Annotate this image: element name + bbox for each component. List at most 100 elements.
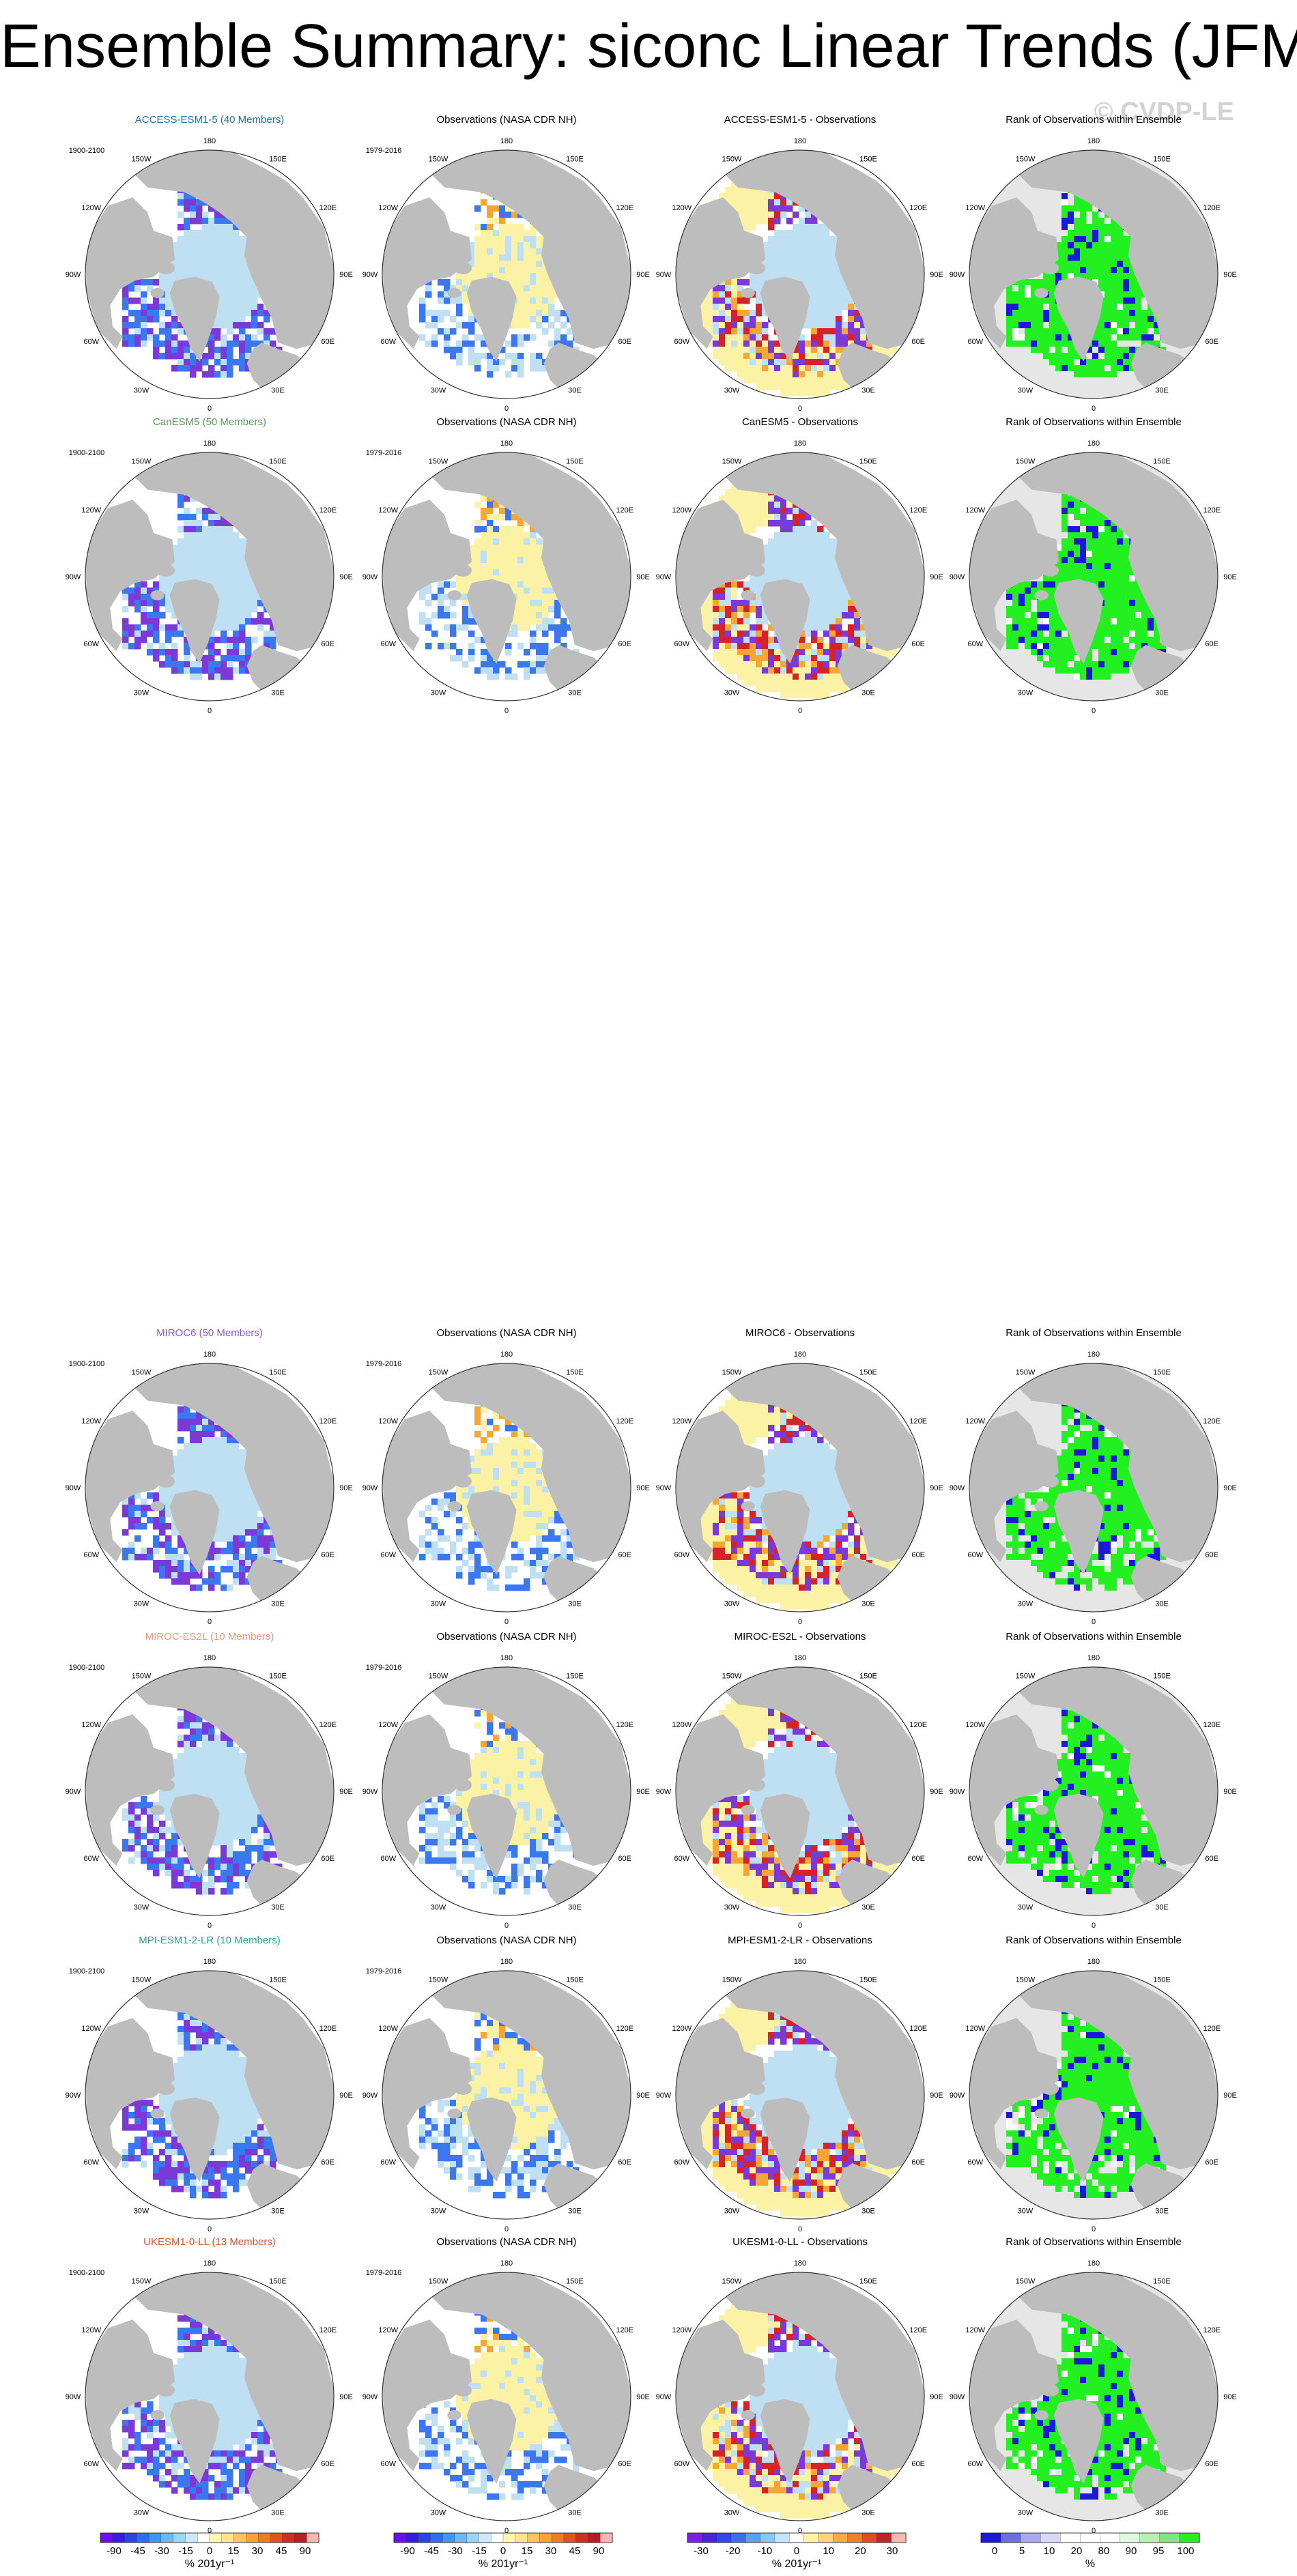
grid-cell <box>1037 218 1044 225</box>
grid-cell <box>245 267 252 274</box>
grid-cell <box>481 661 487 668</box>
grid-cell <box>768 563 775 570</box>
grid-cell <box>799 520 806 527</box>
grid-cell <box>190 365 197 372</box>
grid-cell <box>239 667 246 674</box>
grid-cell <box>731 618 738 625</box>
grid-cell <box>743 279 750 286</box>
grid-cell <box>233 575 240 582</box>
grid-cell <box>220 606 227 613</box>
grid-cell <box>190 563 197 570</box>
grid-cell <box>829 655 836 662</box>
grid-cell <box>774 551 781 558</box>
grid-cell <box>165 322 172 329</box>
longitude-label: 30W <box>724 387 740 395</box>
grid-cell <box>530 224 537 231</box>
grid-cell <box>1123 322 1130 329</box>
grid-cell <box>854 334 861 341</box>
grid-cell <box>1111 285 1117 292</box>
landmass <box>543 645 603 695</box>
grid-cell <box>786 199 793 206</box>
grid-cell <box>1123 328 1130 335</box>
landmass <box>134 452 334 652</box>
grid-cell <box>1172 347 1179 353</box>
grid-cell <box>227 304 233 310</box>
grid-cell <box>208 242 215 249</box>
grid-cell <box>165 624 172 631</box>
grid-cell <box>196 230 203 237</box>
grid-cell <box>1043 279 1050 286</box>
grid-cell <box>1111 230 1117 237</box>
grid-cell <box>554 612 561 619</box>
grid-cell <box>1117 347 1124 353</box>
grid-cell <box>805 242 812 249</box>
grid-cell <box>774 212 781 218</box>
grid-cell <box>141 618 147 625</box>
grid-cell <box>725 322 732 329</box>
grid-cell <box>1104 291 1111 298</box>
grid-cell <box>462 298 469 304</box>
grid-cell <box>1092 359 1099 366</box>
grid-cell <box>468 551 475 558</box>
grid-cell <box>487 255 494 261</box>
grid-cell <box>444 310 451 317</box>
grid-cell <box>731 661 738 668</box>
grid-cell <box>208 649 215 656</box>
grid-cell <box>805 359 812 366</box>
grid-cell <box>227 322 233 329</box>
grid-cell <box>743 224 750 231</box>
grid-cell <box>1037 224 1044 231</box>
grid-cell <box>1031 212 1038 218</box>
grid-cell <box>823 551 830 558</box>
grid-cell <box>713 334 719 341</box>
grid-cell <box>780 255 787 261</box>
grid-cell <box>823 667 830 674</box>
grid-cell <box>793 569 799 576</box>
grid-cell <box>719 588 726 594</box>
grid-cell <box>842 643 849 650</box>
grid-cell <box>1111 218 1117 225</box>
grid-cell <box>554 637 561 643</box>
grid-cell <box>530 661 537 668</box>
grid-cell <box>536 316 543 323</box>
grid-cell <box>159 624 166 631</box>
grid-cell <box>474 224 481 231</box>
grid-cell <box>1117 291 1124 298</box>
island <box>1041 261 1059 274</box>
grid-cell <box>134 298 141 304</box>
grid-cell <box>1104 279 1111 286</box>
grid-cell <box>444 624 451 631</box>
grid-cell <box>462 606 469 613</box>
grid-cell <box>719 328 726 335</box>
grid-cell <box>530 606 537 613</box>
grid-cell <box>805 581 812 588</box>
grid-cell <box>1123 230 1130 237</box>
grid-cell <box>762 557 769 564</box>
grid-cell <box>793 365 799 372</box>
grid-cell <box>517 532 524 539</box>
grid-cell <box>530 365 537 372</box>
grid-cell <box>836 298 842 304</box>
grid-cell <box>1104 353 1111 360</box>
grid-cell <box>817 236 824 243</box>
grid-cell <box>1055 242 1062 249</box>
grid-cell <box>799 224 806 231</box>
grid-cell <box>1129 322 1136 329</box>
grid-cell <box>1043 304 1050 310</box>
grid-cell <box>505 563 512 570</box>
island <box>440 248 461 263</box>
grid-cell <box>1061 193 1068 200</box>
grid-cell <box>768 193 775 200</box>
grid-cell <box>1043 310 1050 317</box>
grid-cell <box>233 538 240 545</box>
grid-cell <box>1025 359 1031 366</box>
grid-cell <box>1074 371 1081 378</box>
map-content <box>676 452 924 701</box>
grid-cell <box>1049 298 1056 304</box>
grid-cell <box>251 588 258 594</box>
grid-cell <box>128 285 135 292</box>
grid-cell <box>805 322 812 329</box>
grid-cell <box>805 255 812 261</box>
grid-cell <box>1135 383 1142 390</box>
grid-cell <box>153 341 160 347</box>
